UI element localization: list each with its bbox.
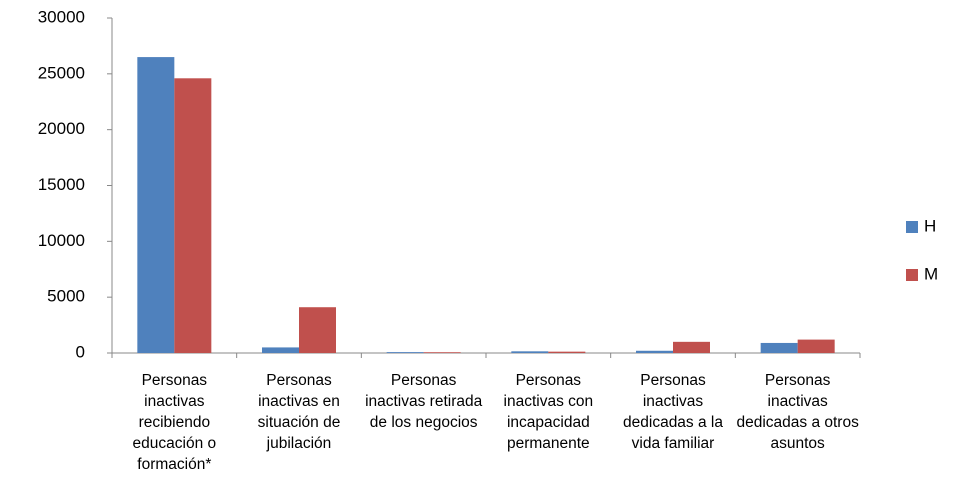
x-tick-label: Personas inactivas dedicadas a la vida f… — [623, 372, 723, 452]
bar — [262, 347, 299, 353]
y-tick-label: 30000 — [38, 7, 85, 26]
bar — [137, 57, 175, 353]
bar — [174, 78, 212, 354]
bar — [511, 351, 549, 353]
bar — [797, 339, 835, 353]
legend-swatch — [906, 269, 918, 281]
x-tick-label: Personas inactivas en situación de jubil… — [257, 372, 341, 452]
x-tick-label: Personas inactivas dedicadas a otros asu… — [736, 372, 859, 452]
y-tick-label: 5000 — [47, 287, 85, 306]
x-tick-label: Personas inactivas retirada de los negoc… — [365, 372, 483, 431]
legend-swatch — [906, 221, 918, 233]
y-tick-label: 20000 — [38, 119, 85, 138]
y-tick-label: 15000 — [38, 175, 85, 194]
y-tick-label: 10000 — [38, 231, 85, 250]
x-tick-label: Personas inactivas recibiendo educación … — [132, 372, 217, 473]
bar — [548, 351, 586, 353]
bar — [760, 342, 798, 353]
bar — [636, 350, 673, 353]
bar — [673, 341, 710, 353]
y-tick-label: 25000 — [38, 63, 85, 82]
bar — [386, 352, 424, 353]
y-tick-label: 0 — [76, 342, 85, 361]
bar — [299, 307, 336, 353]
legend-label: M — [924, 264, 938, 283]
x-tick-label: Personas inactivas con incapacidad perma… — [503, 372, 594, 452]
bar — [423, 352, 461, 353]
legend-label: H — [924, 216, 936, 235]
